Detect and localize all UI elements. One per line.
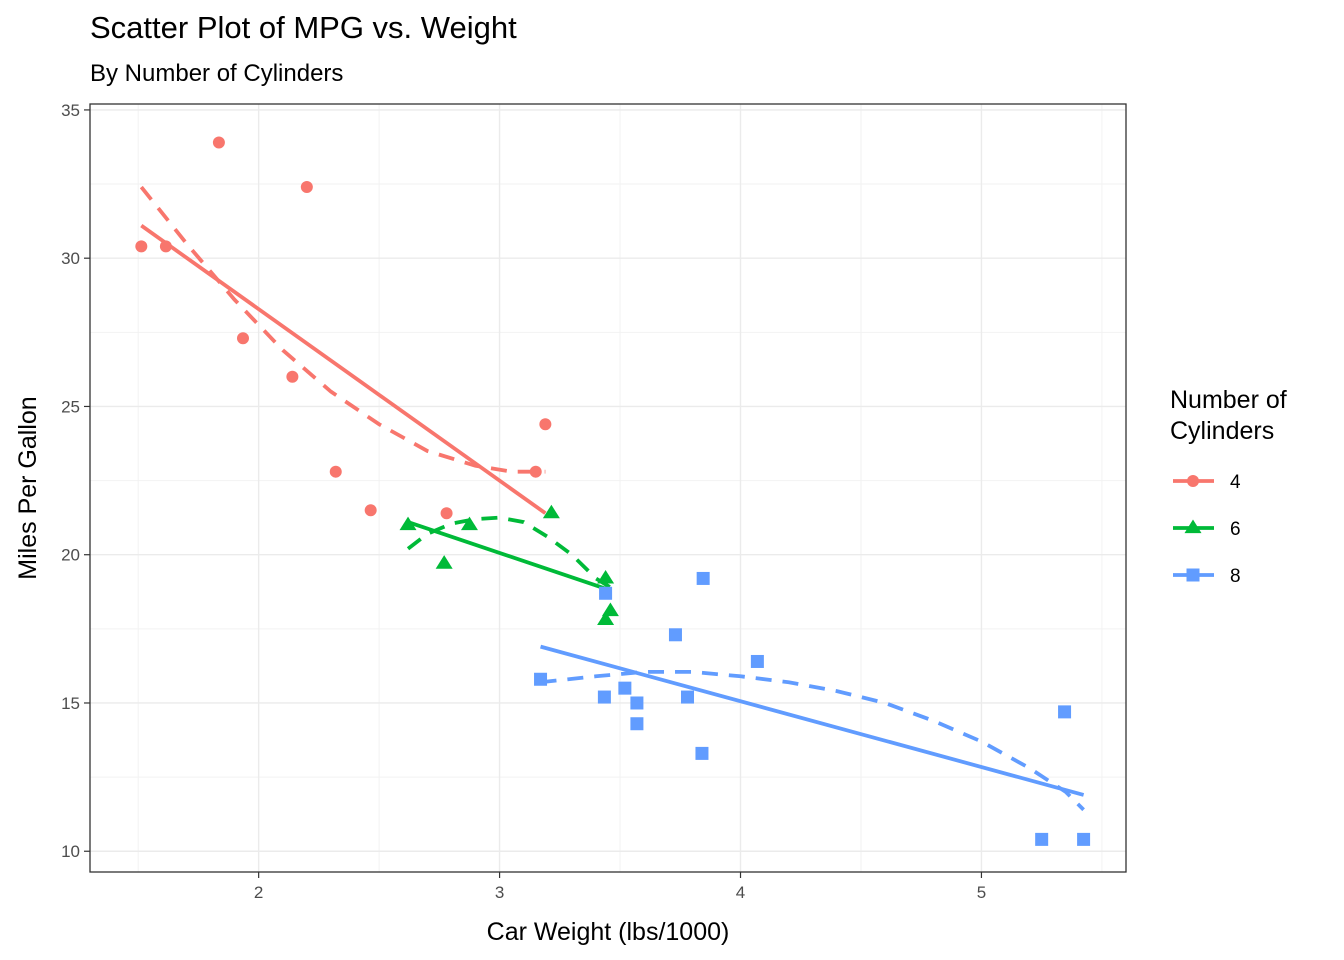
loess-curve-cyl-8 [540, 669, 1085, 812]
data-point-cyl-8 [597, 690, 611, 704]
legend-label-8: 8 [1230, 566, 1241, 587]
y-tick-label: 10 [61, 842, 80, 861]
data-point-cyl-8 [630, 717, 644, 731]
data-point-cyl-4 [364, 504, 377, 517]
data-point-cyl-4 [135, 240, 148, 253]
loess-curve-cyl-6 [406, 515, 612, 589]
linear-fit-cyl-8 [540, 644, 1085, 797]
data-point-cyl-6 [399, 516, 417, 531]
data-point-cyl-8 [1058, 705, 1072, 719]
data-point-cyl-4 [440, 507, 453, 520]
data-points [135, 136, 1091, 846]
data-point-cyl-4 [212, 136, 225, 149]
data-point-cyl-8 [681, 690, 695, 704]
data-point-cyl-4 [329, 465, 342, 478]
major-gridlines [90, 104, 1126, 872]
data-point-cyl-8 [696, 571, 710, 585]
legend-key-marker [1184, 519, 1202, 534]
y-axis-title: Miles Per Gallon [14, 396, 42, 579]
data-point-cyl-6 [460, 516, 478, 531]
linear-fit-cyl-6 [407, 520, 612, 593]
y-tick-label: 25 [61, 397, 80, 416]
legend-label-4: 4 [1230, 472, 1241, 493]
plot-panel-border [89, 103, 1127, 873]
linear-fit-cyl-4 [140, 224, 547, 515]
x-axis-title: Car Weight (lbs/1000) [487, 918, 730, 946]
data-point-cyl-8 [618, 681, 632, 695]
y-tick-label: 15 [61, 694, 80, 713]
x-tick-label: 2 [254, 883, 263, 902]
data-point-cyl-6 [601, 602, 619, 617]
data-point-cyl-4 [539, 418, 552, 431]
x-tick-label: 4 [736, 883, 745, 902]
legend-label-6: 6 [1230, 519, 1241, 540]
data-point-cyl-4 [159, 240, 172, 253]
minor-gridlines [90, 104, 1126, 872]
x-tick-label: 3 [495, 883, 504, 902]
data-point-cyl-8 [599, 586, 613, 600]
chart-subtitle: By Number of Cylinders [90, 60, 344, 87]
axis-ticks: 2 3 4 5 10 15 20 25 30 35 [61, 101, 986, 902]
data-point-cyl-8 [750, 654, 764, 668]
y-tick-label: 30 [61, 249, 80, 268]
legend-key-marker [1186, 568, 1200, 582]
y-tick-label: 35 [61, 101, 80, 120]
data-point-cyl-6 [542, 504, 560, 519]
data-point-cyl-8 [695, 746, 709, 760]
data-point-cyl-8 [630, 696, 644, 710]
data-point-cyl-8 [668, 628, 682, 642]
x-tick-label: 5 [977, 883, 986, 902]
y-tick-label: 20 [61, 546, 80, 565]
legend-title: Cylinders [1170, 417, 1274, 445]
data-point-cyl-6 [597, 569, 615, 584]
data-point-cyl-4 [529, 465, 542, 478]
data-point-cyl-8 [1035, 832, 1049, 846]
chart-title: Scatter Plot of MPG vs. Weight [90, 10, 517, 45]
data-point-cyl-4 [286, 370, 299, 383]
data-point-cyl-4 [236, 332, 249, 345]
loess-curve-cyl-4 [139, 185, 546, 474]
data-point-cyl-4 [300, 181, 313, 194]
data-point-cyl-6 [435, 555, 453, 569]
data-point-cyl-8 [1077, 832, 1091, 846]
legend: Number of Cylinders 4 6 8 [1170, 386, 1287, 587]
data-point-cyl-8 [534, 672, 548, 686]
fit-lines [139, 185, 1085, 812]
legend-key-marker [1187, 475, 1199, 487]
data-point-cyl-6 [597, 611, 615, 626]
legend-title: Number of [1170, 386, 1287, 414]
